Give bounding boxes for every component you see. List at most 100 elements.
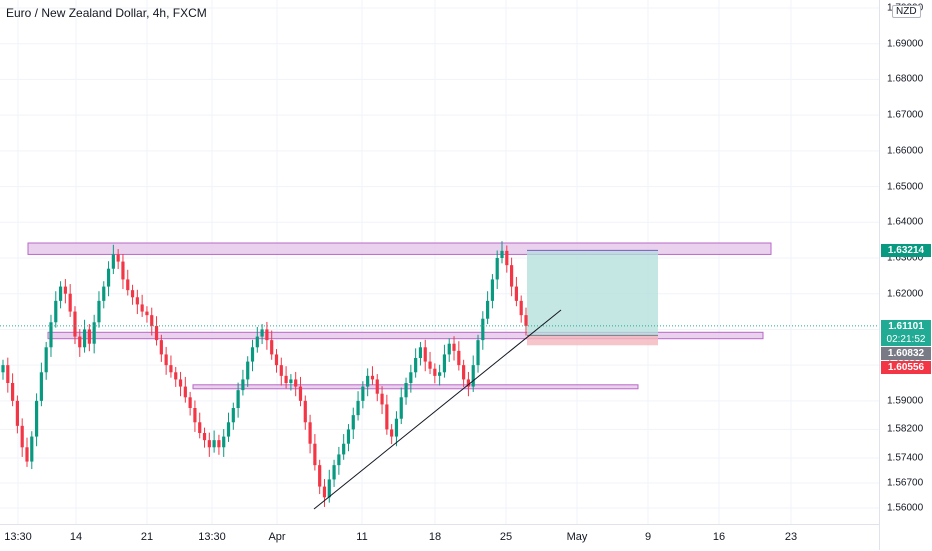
time-tick-label: 14: [69, 531, 83, 543]
time-tick-label: 11: [356, 531, 368, 543]
candle-body: [15, 400, 19, 426]
candle-body: [169, 365, 173, 373]
bar-countdown: 02:21:52: [886, 333, 926, 345]
candle-body: [346, 429, 351, 444]
currency-badge[interactable]: NZD: [892, 5, 921, 18]
candle-body: [198, 422, 202, 433]
candle-body: [457, 350, 461, 366]
candle-body: [30, 436, 34, 462]
candle-body: [385, 404, 389, 430]
candle-body: [322, 486, 327, 498]
candle-body: [188, 397, 192, 408]
time-tick-label: May: [566, 531, 588, 543]
candle-body: [442, 354, 447, 373]
candle-body: [193, 408, 197, 423]
candle-body: [279, 365, 283, 376]
candle-body: [370, 375, 375, 380]
candle-body: [313, 443, 317, 466]
candle-body: [490, 279, 495, 301]
price-tick-label: 1.57400: [887, 452, 924, 464]
candles: [1, 241, 528, 507]
candle-body: [39, 372, 43, 401]
candle-body: [78, 336, 82, 348]
time-tick-label: 18: [428, 531, 442, 543]
price-tick-label: 1.63000: [887, 252, 924, 264]
time-tick-label: 13:30: [4, 531, 32, 543]
ascending-trendline: [313, 309, 562, 510]
candle-body: [130, 290, 135, 298]
candle-body: [514, 286, 519, 301]
candle-body: [390, 429, 394, 437]
candle-body: [428, 361, 432, 369]
price-tick-label: 1.56000: [887, 502, 924, 514]
price-tick-label: 1.56700: [887, 477, 924, 489]
candle-body: [255, 336, 259, 348]
candle-body: [418, 347, 423, 358]
candle-body: [207, 440, 211, 448]
candle-body: [241, 379, 245, 391]
price-tick-label: 1.69000: [887, 38, 924, 50]
candle-body: [414, 358, 418, 373]
price-axis[interactable]: 1.700001.690001.680001.670001.660001.650…: [879, 0, 932, 550]
time-tick-label: 16: [712, 531, 726, 543]
candle-body: [87, 329, 91, 344]
candle-body: [135, 297, 139, 305]
candle-body: [375, 379, 379, 394]
chart-area[interactable]: Euro / New Zealand Dollar, 4h, FXCM: [0, 0, 879, 524]
candle-body: [236, 390, 240, 408]
candle-body: [49, 322, 53, 348]
price-tick-label: 1.66000: [887, 145, 924, 157]
candle-body: [274, 354, 279, 366]
candle-body: [342, 443, 346, 455]
chart-canvas[interactable]: [0, 0, 879, 524]
candle-body: [356, 400, 360, 416]
loss-area: [527, 335, 658, 346]
horizontal-zone: [27, 242, 772, 255]
candle-body: [20, 425, 24, 448]
candle-body: [92, 322, 96, 344]
price-tick-label: 1.64000: [887, 216, 924, 228]
candle-body: [106, 268, 111, 287]
candle-body: [121, 261, 125, 280]
candle-body: [25, 447, 29, 462]
candle-body: [294, 379, 298, 387]
candle-body: [1, 365, 5, 373]
candle-body: [63, 286, 67, 294]
candle-body: [423, 347, 427, 362]
candle-body: [154, 325, 159, 341]
candle-body: [332, 465, 336, 480]
candle-body: [361, 386, 365, 401]
candle-body: [409, 372, 413, 383]
candle-body: [327, 479, 331, 498]
time-tick-label: 13:30: [198, 531, 226, 543]
candle-body: [303, 400, 307, 423]
candle-body: [44, 347, 48, 373]
candle-body: [399, 397, 403, 419]
candle-body: [505, 250, 509, 266]
candle-body: [284, 375, 288, 383]
target-price-label: 1.63214: [881, 243, 931, 257]
candle-body: [226, 422, 231, 437]
candle-body: [6, 365, 10, 383]
candle-body: [34, 400, 39, 437]
candle-body: [495, 258, 499, 280]
trendline: [313, 309, 562, 510]
candle-body: [178, 379, 183, 387]
horizontal-zone: [47, 331, 764, 340]
candle-body: [351, 415, 355, 430]
candle-body: [308, 422, 312, 444]
candle-body: [394, 418, 399, 437]
candle-body: [150, 315, 154, 326]
zones: [27, 242, 772, 390]
chart-title: Euro / New Zealand Dollar, 4h, FXCM: [6, 6, 207, 20]
candle-body: [145, 311, 149, 316]
time-axis[interactable]: 13:30 14 21 13:30 Apr 11 18 25 May 9 16 23: [0, 524, 879, 551]
candle-body: [265, 329, 269, 341]
time-tick-label: Apr: [268, 531, 286, 543]
candle-body: [217, 440, 221, 448]
candle-body: [164, 354, 168, 366]
candle-body: [524, 315, 528, 326]
current-price-label: 1.61101 02:21:52: [881, 319, 931, 346]
stop-price-label: 1.60556: [881, 360, 931, 374]
grid: [0, 0, 879, 524]
